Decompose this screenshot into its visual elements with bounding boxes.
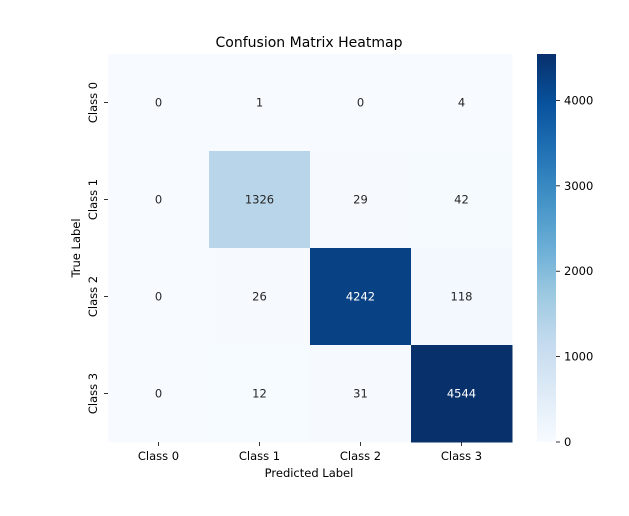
cell-value-label: 0 — [155, 387, 162, 401]
heatmap-cell — [411, 151, 513, 249]
y-axis-label: True Label — [69, 218, 83, 278]
y-tick-label: Class 3 — [86, 373, 100, 414]
cell-value-label: 1 — [256, 96, 263, 110]
heatmap-cell — [209, 345, 311, 443]
colorbar-tick-label: 2000 — [564, 264, 593, 278]
cell-value-label: 31 — [353, 387, 368, 401]
cell-value-label: 0 — [357, 96, 364, 110]
y-tick-label: Class 2 — [86, 276, 100, 317]
heatmap-cells — [108, 54, 513, 443]
colorbar-tick-label: 4000 — [564, 93, 593, 107]
y-tick-label: Class 1 — [86, 179, 100, 220]
colorbar-gradient — [537, 54, 556, 442]
cell-value-label: 4544 — [447, 387, 476, 401]
cell-value-label: 0 — [155, 193, 162, 207]
cell-value-label: 0 — [155, 290, 162, 304]
cell-value-label: 4242 — [346, 290, 375, 304]
cell-value-label: 42 — [454, 193, 469, 207]
heatmap-cell — [310, 345, 412, 443]
x-tick-label: Class 0 — [138, 449, 179, 463]
heatmap-cell — [310, 151, 412, 249]
y-axis-ticks: Class 0 Class 1 Class 2 Class 3 — [86, 82, 108, 414]
heatmap-cell — [108, 54, 210, 152]
heatmap-cell — [108, 151, 210, 249]
cell-value-label: 26 — [252, 290, 267, 304]
heatmap-cell — [209, 248, 311, 346]
heatmap-cell — [310, 54, 412, 152]
heatmap-cell — [411, 248, 513, 346]
heatmap-cell — [411, 345, 513, 443]
colorbar: 0 1000 2000 3000 4000 — [537, 54, 593, 449]
heatmap-cell-labels: 0 1 0 4 0 1326 29 42 0 26 4242 118 0 12 31 4544 — [155, 96, 476, 401]
heatmap-cell — [411, 54, 513, 152]
cell-value-label: 0 — [155, 96, 162, 110]
heatmap-cell — [108, 248, 210, 346]
colorbar-tick-label: 1000 — [564, 350, 593, 364]
x-tick-label: Class 3 — [441, 449, 482, 463]
y-tick-label: Class 0 — [86, 82, 100, 123]
x-axis-ticks: Class 0 Class 1 Class 2 Class 3 — [138, 442, 482, 463]
cell-value-label: 29 — [353, 193, 368, 207]
x-tick-label: Class 1 — [239, 449, 280, 463]
x-tick-label: Class 2 — [340, 449, 381, 463]
colorbar-tick-label: 0 — [564, 435, 571, 449]
chart-title: Confusion Matrix Heatmap — [216, 35, 403, 51]
heatmap-cell — [209, 54, 311, 152]
colorbar-tick-label: 3000 — [564, 179, 593, 193]
cell-value-label: 118 — [451, 290, 473, 304]
heatmap-cell — [310, 248, 412, 346]
cell-value-label: 4 — [458, 96, 465, 110]
heatmap-cell — [108, 345, 210, 443]
cell-value-label: 12 — [252, 387, 267, 401]
x-axis-label: Predicted Label — [265, 466, 354, 480]
heatmap-cell — [209, 151, 311, 249]
cell-value-label: 1326 — [245, 193, 274, 207]
